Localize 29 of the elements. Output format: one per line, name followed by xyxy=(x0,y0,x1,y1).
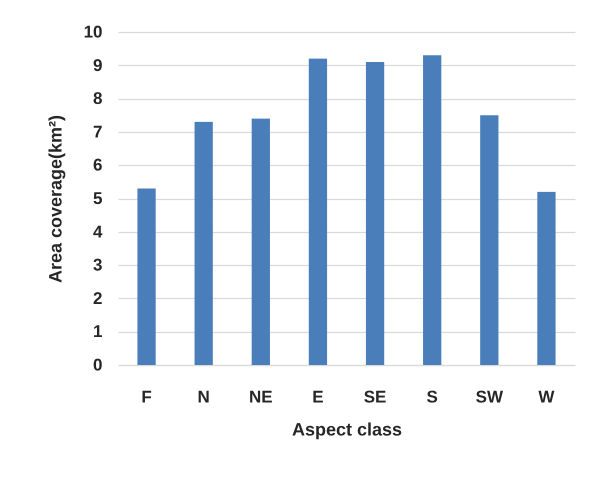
x-tick-label: W xyxy=(538,388,556,406)
y-tick-label: 8 xyxy=(93,89,102,108)
x-tick-label: N xyxy=(198,388,210,406)
bar xyxy=(308,58,328,365)
y-tick-label: 10 xyxy=(84,22,102,42)
bar xyxy=(537,192,556,365)
y-tick-label: 5 xyxy=(93,189,102,208)
y-tick-label: 0 xyxy=(93,356,102,374)
y-tick-label: 7 xyxy=(93,122,102,142)
bar xyxy=(480,115,498,365)
y-axis-title: Area coverage(km²) xyxy=(46,114,66,284)
x-tick-label: SE xyxy=(364,388,386,406)
bar xyxy=(366,62,384,365)
bar xyxy=(252,118,270,365)
x-tick-label: F xyxy=(141,388,152,406)
bar xyxy=(137,188,156,365)
x-tick-label: E xyxy=(312,388,324,406)
y-tick-label: 1 xyxy=(93,322,102,342)
y-tick-label: 3 xyxy=(93,256,102,275)
x-tick-label: SW xyxy=(476,388,504,406)
x-tick-label: S xyxy=(426,388,438,406)
y-tick-label: 6 xyxy=(93,156,102,175)
bar xyxy=(194,122,213,365)
y-tick-label: 2 xyxy=(93,288,102,308)
x-tick-label: NE xyxy=(249,388,273,406)
x-axis-title: Aspect class xyxy=(292,420,402,440)
bar xyxy=(423,55,442,365)
y-tick-label: 9 xyxy=(93,56,102,75)
y-tick-label: 4 xyxy=(93,222,104,242)
